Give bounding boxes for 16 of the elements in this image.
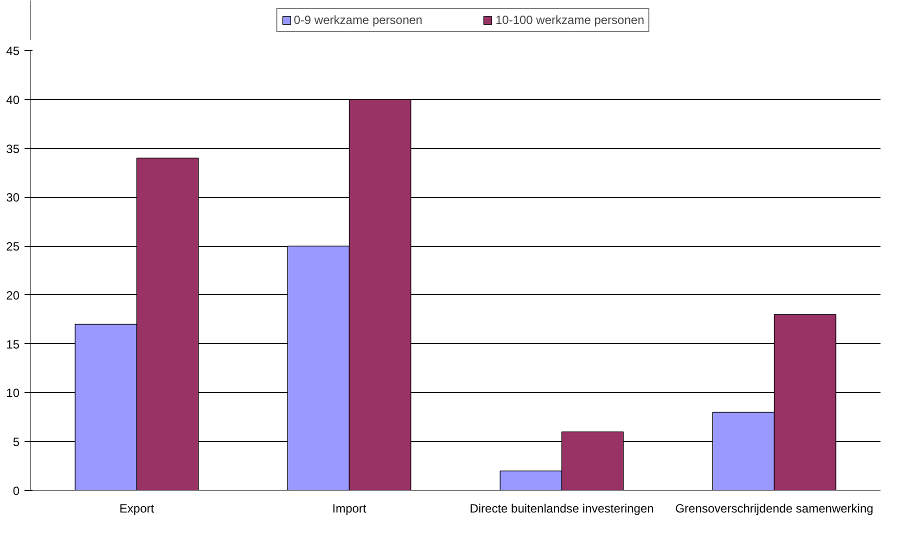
y-tick-label: 30 xyxy=(6,190,20,205)
y-tick-label: 0 xyxy=(12,484,20,498)
y-tick-label: 10 xyxy=(6,386,20,400)
x-tick-label: Grensoverschrijdende samenwerking xyxy=(675,502,874,516)
x-tick-label: Import xyxy=(332,502,367,516)
y-tick-label: 25 xyxy=(6,240,20,254)
x-tick-label: Directe buitenlandse investeringen xyxy=(470,502,654,516)
y-tick-label: 20 xyxy=(6,288,20,302)
y-tick-label: 5 xyxy=(12,435,20,450)
x-tick-label: Export xyxy=(119,502,155,516)
y-tick-label: 40 xyxy=(6,92,20,107)
y-tick-label: 45 xyxy=(6,44,20,58)
y-tick-label: 15 xyxy=(6,337,20,352)
legend-label: 10-100 werkzame personen xyxy=(495,13,644,27)
legend-label: 0-9 werkzame personen xyxy=(294,13,422,27)
y-tick-label: 35 xyxy=(6,142,20,156)
